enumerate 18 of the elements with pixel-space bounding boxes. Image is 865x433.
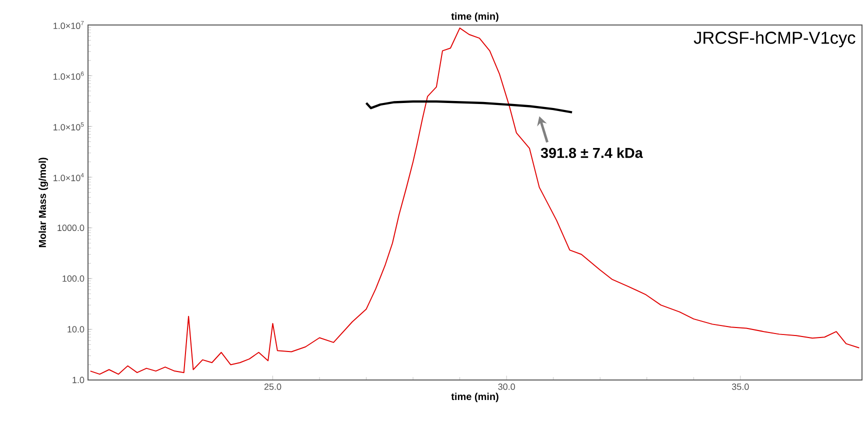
y-tick-label: 1.0×10$^{6}$ [54, 72, 84, 80]
y-tick-label: 1.0 [72, 376, 84, 384]
y-tick-label: 100.0 [62, 275, 84, 282]
line-series [90, 28, 860, 375]
y-tick-label: 1.0×10$^{7}$ [54, 20, 84, 30]
annotation: JRCSF-hCMP-V1cyc [694, 31, 856, 48]
x-tick-label: 35.0 [732, 384, 749, 390]
y-tick-label: 1.0×10$^{4}$ [54, 173, 84, 182]
x-axis-title: time (min) [451, 392, 498, 402]
y-tick-label: 1000.0 [58, 224, 84, 232]
x-tick-label: 30.0 [498, 384, 515, 390]
y-axis-title: Molar Mass (g/mol) [38, 158, 48, 248]
y-tick-label: 10.0 [68, 326, 84, 332]
line-series [365, 100, 574, 114]
x-tick-label: 25.0 [264, 384, 282, 390]
annotation: 391.8 ± 7.4 kDa [540, 147, 643, 158]
x2-axis-title: time (min) [451, 12, 498, 22]
y-tick-label: 1.0×10$^{5}$ [54, 122, 84, 130]
